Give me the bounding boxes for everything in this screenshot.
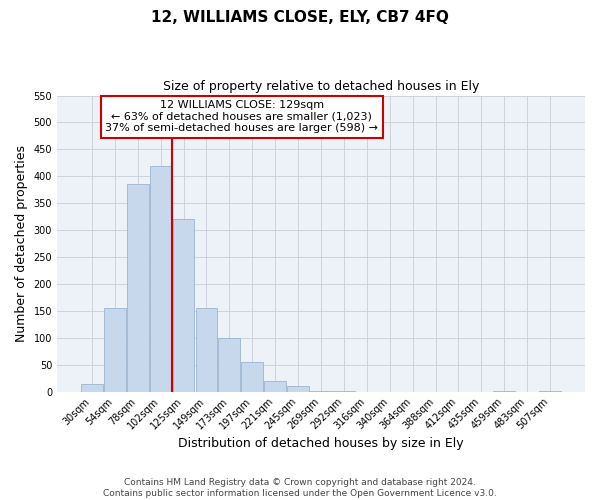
Bar	[104, 308, 126, 392]
Text: 12, WILLIAMS CLOSE, ELY, CB7 4FQ: 12, WILLIAMS CLOSE, ELY, CB7 4FQ	[151, 10, 449, 25]
Bar	[287, 386, 309, 392]
Bar	[173, 220, 194, 392]
Bar	[150, 166, 172, 392]
Bar	[265, 381, 286, 392]
Bar	[81, 384, 103, 392]
Text: Contains HM Land Registry data © Crown copyright and database right 2024.
Contai: Contains HM Land Registry data © Crown c…	[103, 478, 497, 498]
Bar	[310, 390, 332, 392]
Bar	[333, 391, 355, 392]
Bar	[493, 390, 515, 392]
Y-axis label: Number of detached properties: Number of detached properties	[15, 145, 28, 342]
Bar	[196, 308, 217, 392]
Bar	[218, 338, 240, 392]
X-axis label: Distribution of detached houses by size in Ely: Distribution of detached houses by size …	[178, 437, 464, 450]
Bar	[539, 390, 561, 392]
Title: Size of property relative to detached houses in Ely: Size of property relative to detached ho…	[163, 80, 479, 93]
Bar	[241, 362, 263, 392]
Text: 12 WILLIAMS CLOSE: 129sqm
← 63% of detached houses are smaller (1,023)
37% of se: 12 WILLIAMS CLOSE: 129sqm ← 63% of detac…	[106, 100, 379, 133]
Bar	[127, 184, 149, 392]
